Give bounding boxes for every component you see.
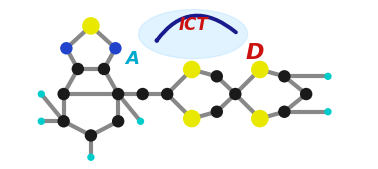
Point xyxy=(232,93,239,95)
Point xyxy=(112,47,118,50)
Ellipse shape xyxy=(139,10,248,59)
Point xyxy=(64,47,70,50)
Point xyxy=(281,110,287,113)
Point xyxy=(257,117,263,120)
Point xyxy=(164,93,170,95)
Text: ICT: ICT xyxy=(178,16,208,34)
Point xyxy=(325,75,331,78)
Point xyxy=(88,134,94,137)
Point xyxy=(325,110,331,113)
Point xyxy=(214,75,220,78)
Point xyxy=(88,25,94,27)
Point xyxy=(138,120,144,123)
Point xyxy=(139,93,146,95)
Point xyxy=(214,110,220,113)
Point xyxy=(189,117,195,120)
Point xyxy=(60,93,67,95)
Point xyxy=(257,68,263,71)
Point xyxy=(303,93,309,95)
Point xyxy=(281,75,287,78)
Point xyxy=(38,93,44,95)
Point xyxy=(75,68,81,70)
Point xyxy=(88,156,94,159)
Point xyxy=(60,120,67,123)
Point xyxy=(101,68,107,70)
Text: A: A xyxy=(125,50,139,68)
Text: D: D xyxy=(245,43,263,63)
Point xyxy=(38,120,44,123)
Point xyxy=(115,120,121,123)
FancyArrowPatch shape xyxy=(156,16,236,41)
Point xyxy=(189,68,195,71)
Point xyxy=(115,93,121,95)
